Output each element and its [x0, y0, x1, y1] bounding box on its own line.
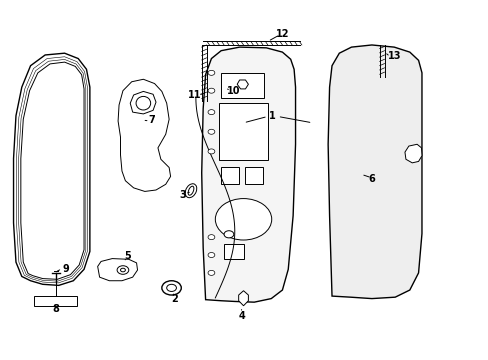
- Circle shape: [162, 281, 181, 295]
- Polygon shape: [21, 62, 84, 279]
- Text: 9: 9: [62, 264, 69, 274]
- Text: 2: 2: [171, 294, 178, 303]
- Polygon shape: [238, 291, 248, 306]
- Polygon shape: [130, 91, 156, 114]
- Text: 6: 6: [368, 174, 374, 184]
- Circle shape: [224, 231, 233, 238]
- Text: 4: 4: [238, 311, 244, 321]
- Polygon shape: [201, 47, 295, 302]
- Text: 3: 3: [180, 190, 186, 200]
- Circle shape: [120, 268, 125, 272]
- Circle shape: [207, 252, 214, 257]
- Text: 7: 7: [148, 115, 155, 125]
- Polygon shape: [221, 73, 264, 98]
- Text: 13: 13: [386, 51, 400, 61]
- Polygon shape: [98, 258, 137, 281]
- Polygon shape: [219, 103, 267, 160]
- Circle shape: [215, 199, 271, 240]
- Text: 8: 8: [52, 304, 59, 314]
- Polygon shape: [327, 45, 421, 298]
- Circle shape: [166, 284, 176, 292]
- Text: 11: 11: [188, 90, 201, 100]
- Circle shape: [207, 70, 214, 75]
- Circle shape: [207, 88, 214, 93]
- Text: 1: 1: [269, 111, 276, 121]
- Text: 5: 5: [124, 251, 131, 261]
- Ellipse shape: [188, 186, 193, 195]
- Polygon shape: [14, 53, 90, 285]
- Text: 10: 10: [226, 86, 240, 96]
- Polygon shape: [221, 167, 238, 184]
- Polygon shape: [245, 167, 263, 184]
- Circle shape: [207, 110, 214, 114]
- Circle shape: [117, 266, 128, 274]
- Circle shape: [207, 129, 214, 134]
- Polygon shape: [224, 244, 243, 258]
- Circle shape: [207, 270, 214, 275]
- Polygon shape: [34, 296, 77, 306]
- Polygon shape: [237, 80, 248, 89]
- Polygon shape: [118, 79, 170, 192]
- Circle shape: [207, 235, 214, 240]
- Text: 12: 12: [275, 28, 288, 39]
- Ellipse shape: [136, 96, 150, 110]
- Polygon shape: [404, 144, 421, 163]
- Ellipse shape: [185, 184, 196, 198]
- Circle shape: [207, 149, 214, 154]
